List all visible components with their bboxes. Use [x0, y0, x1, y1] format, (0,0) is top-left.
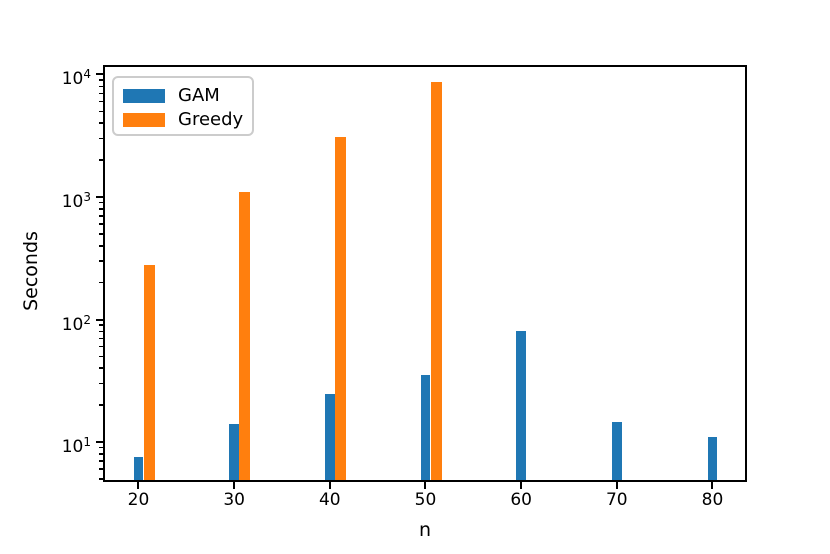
bar-gam-40	[325, 394, 335, 480]
y-minor-tick-6000	[99, 100, 103, 103]
x-axis-label: n	[418, 519, 432, 541]
y-minor-tick-600	[99, 223, 103, 225]
y-minor-tick-30	[99, 382, 103, 385]
bar-greedy-50	[430, 81, 442, 480]
bar-gam-50	[420, 375, 431, 480]
x-tick-30	[233, 482, 236, 489]
y-minor-tick-4000	[99, 122, 103, 124]
x-tick-label-80: 80	[701, 490, 724, 510]
bar-gam-20	[133, 457, 144, 480]
y-minor-tick-20	[99, 404, 103, 406]
y-tick-label-10e1: 101	[61, 435, 91, 458]
y-tick-10e3	[96, 195, 103, 198]
y-tick-10e1	[96, 441, 103, 444]
x-tick-80	[711, 482, 714, 489]
y-minor-tick-9000	[99, 79, 103, 81]
y-minor-tick-900	[99, 201, 103, 204]
y-minor-tick-70	[99, 337, 103, 340]
x-tick-label-50: 50	[414, 490, 437, 510]
y-minor-tick-80	[99, 330, 103, 333]
y-minor-tick-3000	[99, 137, 103, 140]
bar-greedy-40	[335, 136, 347, 480]
y-minor-tick-60	[99, 345, 103, 348]
y-minor-tick-5	[99, 478, 103, 480]
bar-gam-30	[229, 424, 239, 480]
y-minor-tick-500	[99, 233, 103, 235]
y-minor-tick-9	[99, 446, 103, 449]
x-tick-60	[520, 482, 523, 489]
y-minor-tick-200	[99, 281, 103, 284]
x-tick-label-40: 40	[318, 490, 341, 510]
legend: GAM Greedy	[112, 76, 254, 136]
y-minor-tick-7000	[99, 92, 103, 95]
y-minor-tick-5000	[99, 110, 103, 113]
y-tick-label-10e4: 104	[61, 67, 91, 90]
legend-swatch-greedy	[123, 113, 165, 127]
bar-greedy-20	[143, 264, 155, 480]
legend-item-gam: GAM	[123, 84, 252, 108]
legend-item-greedy: Greedy	[123, 108, 252, 132]
legend-label-greedy: Greedy	[178, 109, 244, 130]
y-minor-tick-7	[99, 460, 103, 462]
bar-gam-70	[612, 422, 622, 480]
y-minor-tick-6	[99, 468, 103, 471]
x-tick-70	[615, 482, 618, 489]
x-tick-50	[424, 482, 427, 489]
y-minor-tick-40	[99, 367, 103, 370]
legend-swatch-gam	[123, 89, 165, 103]
y-tick-label-10e3: 103	[61, 189, 91, 212]
x-tick-40	[328, 482, 331, 489]
y-minor-tick-2000	[99, 159, 103, 161]
y-tick-10e4	[96, 73, 103, 76]
y-minor-tick-50	[99, 355, 103, 358]
y-minor-tick-8000	[99, 85, 103, 88]
x-tick-label-20: 20	[127, 490, 150, 510]
y-minor-tick-8	[99, 453, 103, 455]
y-tick-10e2	[96, 318, 103, 321]
y-minor-tick-400	[99, 244, 103, 247]
y-minor-tick-700	[99, 215, 103, 217]
legend-label-gam: GAM	[178, 85, 220, 106]
bar-gam-60	[516, 331, 526, 480]
bar-gam-80	[707, 436, 718, 480]
y-minor-tick-800	[99, 208, 103, 210]
y-tick-label-10e2: 102	[61, 312, 91, 335]
y-minor-tick-300	[99, 260, 103, 262]
bar-greedy-30	[239, 191, 251, 480]
x-tick-20	[137, 482, 140, 489]
x-tick-label-70: 70	[605, 490, 628, 510]
x-tick-label-30: 30	[223, 490, 245, 510]
y-minor-tick-90	[99, 324, 103, 326]
x-tick-label-60: 60	[510, 490, 532, 510]
